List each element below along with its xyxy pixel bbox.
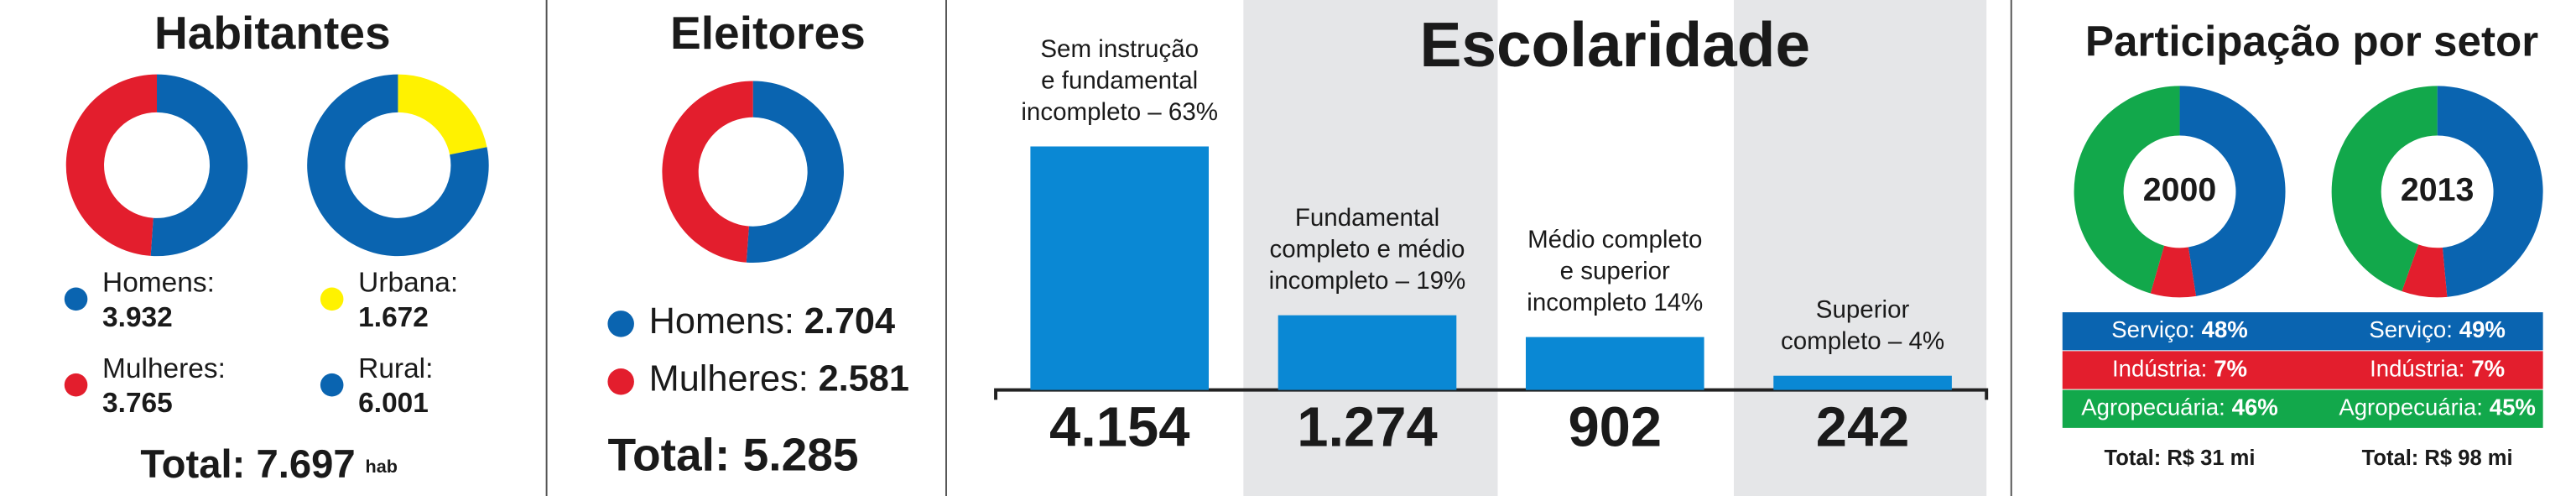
cell-value: 45% [2490, 394, 2536, 420]
band [1734, 0, 1987, 496]
category-label: Superior [1816, 296, 1910, 324]
category-label: incompleto – 63% [1021, 98, 1218, 126]
table-cell: Serviço: 49% [2369, 316, 2506, 342]
legend-label: Homens: [102, 267, 215, 298]
donut-center-label: 2013 [2401, 171, 2475, 208]
donut-segment [398, 74, 487, 155]
value-label: 902 [1568, 396, 1662, 459]
category-label: incompleto – 19% [1269, 267, 1466, 295]
bar [1525, 337, 1704, 390]
legend-marker [320, 287, 344, 311]
band [1243, 0, 1498, 496]
category-label: Sem instrução [1040, 35, 1199, 63]
total: Total: R$ 31 mi [2105, 446, 2256, 470]
category-label: e fundamental [1041, 67, 1198, 95]
value-label: 242 [1816, 396, 1910, 459]
chart-title: Escolaridade [1419, 9, 1810, 80]
legend-label: Homens: [649, 301, 794, 342]
value-label: 1.274 [1297, 396, 1437, 459]
legend-value: 3.932 [102, 302, 173, 333]
bar [1030, 146, 1210, 390]
legend-value: 2.581 [819, 359, 909, 399]
total: Total: R$ 98 mi [2362, 446, 2513, 470]
table-cell: Indústria: 7% [2370, 356, 2505, 382]
donut-segment [2179, 86, 2286, 296]
legend-marker [64, 287, 88, 311]
donut-segment [307, 74, 489, 257]
category-label: incompleto 14% [1527, 289, 1703, 316]
donut-segment [2437, 86, 2543, 297]
legend-marker [607, 311, 634, 337]
legend-label: Mulheres: [649, 359, 809, 399]
bar [1278, 315, 1457, 390]
category-label: completo e médio [1270, 236, 1465, 264]
legend-marker [607, 368, 634, 395]
total: Total: 5.285 [607, 428, 858, 480]
table-cell: Agropecuária: 46% [2081, 394, 2278, 420]
cell-label: Indústria: [2370, 356, 2464, 382]
legend-marker [320, 373, 344, 397]
legend-entry: Homens: 2.704 [649, 301, 895, 342]
donut-segment [150, 74, 248, 257]
chart-title: Participação por setor [2085, 18, 2538, 65]
donut-segment [746, 81, 844, 264]
legend-value: 1.672 [358, 302, 429, 333]
legend-label: Rural: [358, 353, 433, 384]
table-cell: Agropecuária: 45% [2339, 394, 2536, 420]
total: Total: 7.697 hab [140, 443, 398, 488]
cell-label: Agropecuária: [2339, 394, 2483, 420]
bar [1773, 375, 1952, 390]
table-cell: Indústria: 7% [2112, 356, 2247, 382]
category-label: Fundamental [1295, 204, 1439, 232]
cell-value: 7% [2471, 356, 2505, 382]
table-row [2062, 351, 2543, 389]
cell-value: 49% [2459, 316, 2506, 342]
donut-segment [2074, 86, 2180, 294]
legend-label: Mulheres: [102, 353, 226, 384]
value-label: 4.154 [1049, 396, 1189, 459]
table-row [2062, 389, 2543, 428]
cell-label: Agropecuária: [2081, 394, 2225, 420]
category-label: Médio completo [1527, 226, 1702, 253]
baseline [994, 388, 1989, 400]
chart-title: Habitantes [154, 7, 391, 59]
total-label: Total: 7.697 [140, 443, 355, 488]
donut-segment [65, 74, 158, 256]
legend-value: 2.704 [804, 301, 895, 342]
category-label: e superior [1560, 258, 1670, 285]
legend-entry: Mulheres: 2.581 [649, 359, 909, 399]
donut-segment [2331, 86, 2438, 292]
total-unit: hab [366, 456, 398, 477]
donut-segment [662, 81, 753, 263]
legend-label: Urbana: [358, 267, 458, 298]
chart-title: Eleitores [670, 7, 866, 59]
legend-value: 3.765 [102, 388, 173, 419]
total-label: Total: 5.285 [607, 428, 858, 480]
donut-segment [2402, 244, 2448, 298]
cell-value: 46% [2232, 394, 2278, 420]
cell-label: Serviço: [2369, 316, 2453, 342]
cell-label: Serviço: [2111, 316, 2195, 342]
cell-value: 7% [2214, 356, 2247, 382]
cell-value: 48% [2202, 316, 2248, 342]
table-row [2062, 312, 2543, 351]
legend-value: 6.001 [358, 388, 429, 419]
donut-center-label: 2000 [2143, 171, 2217, 208]
cell-label: Indústria: [2112, 356, 2207, 382]
table-cell: Serviço: 48% [2111, 316, 2248, 342]
legend-marker [64, 373, 88, 397]
category-label: completo – 4% [1781, 327, 1944, 355]
donut-segment [2150, 245, 2197, 298]
